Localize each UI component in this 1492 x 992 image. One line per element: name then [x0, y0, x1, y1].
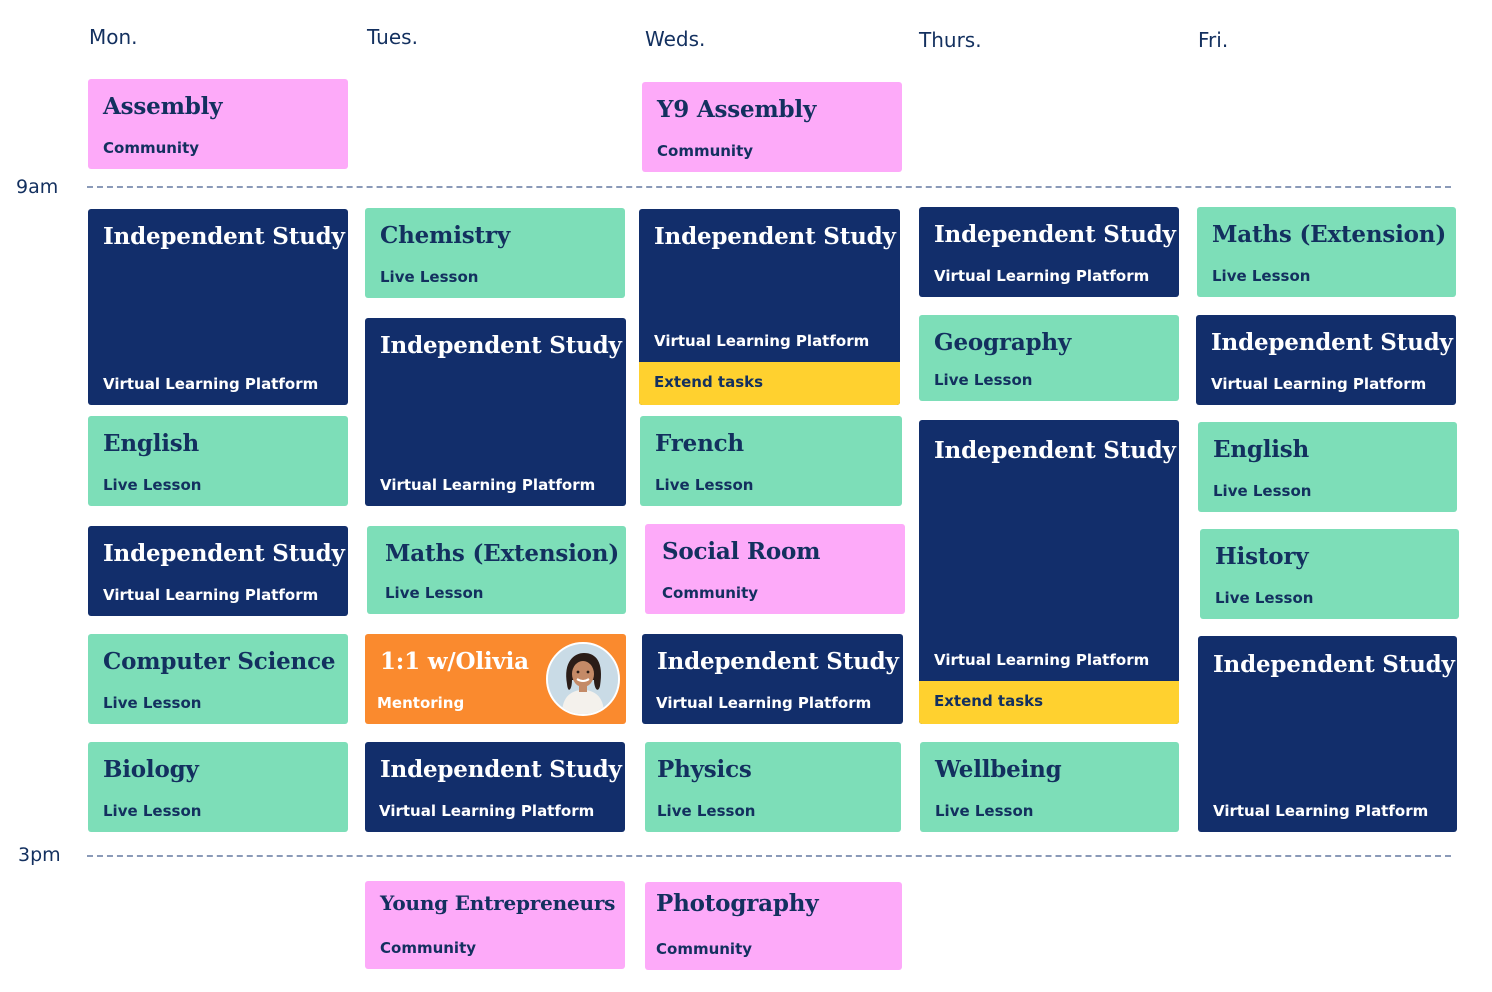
event-type: Virtual Learning Platform — [654, 332, 870, 350]
event-title: History — [1215, 543, 1309, 570]
event-type: Virtual Learning Platform — [656, 694, 872, 712]
event-card[interactable]: English Live Lesson — [88, 416, 348, 506]
event-title: Independent Study — [1211, 329, 1453, 356]
event-card[interactable]: Independent Study Virtual Learning Platf… — [88, 526, 348, 616]
day-header-mon: Mon. — [89, 25, 138, 49]
event-title: 1:1 w/Olivia — [380, 648, 529, 675]
event-title: Independent Study — [103, 223, 345, 250]
day-header-fri: Fri. — [1198, 28, 1229, 52]
event-card[interactable]: Chemistry Live Lesson — [365, 208, 625, 298]
event-title: Independent Study — [654, 223, 896, 250]
event-card[interactable]: Independent Study Virtual Learning Platf… — [1198, 636, 1457, 832]
event-title: Independent Study — [380, 756, 622, 783]
event-title: Computer Science — [103, 648, 336, 675]
event-type: Live Lesson — [385, 584, 484, 602]
event-card[interactable]: Social Room Community — [645, 524, 905, 614]
event-type: Live Lesson — [1213, 482, 1312, 500]
event-card[interactable]: Young Entrepreneurs Community — [365, 881, 625, 969]
event-title: Chemistry — [380, 222, 510, 249]
event-card[interactable]: Y9 Assembly Community — [642, 82, 902, 172]
event-title: Independent Study — [657, 648, 899, 675]
event-title: Independent Study — [1213, 651, 1455, 678]
event-title: Independent Study — [103, 540, 345, 567]
event-type: Community — [380, 939, 477, 957]
time-label-start: 9am — [16, 176, 59, 198]
event-title: Geography — [934, 329, 1072, 356]
day-header-thu: Thurs. — [919, 28, 982, 52]
extend-tasks-banner[interactable]: Extend tasks — [919, 681, 1179, 724]
event-card[interactable]: Independent Study Virtual Learning Platf… — [1196, 315, 1456, 405]
event-title: Young Entrepreneurs — [380, 891, 616, 915]
event-card[interactable]: Independent Study Virtual Learning Platf… — [365, 318, 626, 506]
event-card[interactable]: Independent Study Virtual Learning Platf… — [642, 634, 903, 724]
event-card[interactable]: Independent Study Virtual Learning Platf… — [919, 420, 1179, 724]
event-title: English — [1213, 436, 1310, 463]
time-divider-end — [87, 855, 1451, 857]
event-card[interactable]: Independent Study Virtual Learning Platf… — [88, 209, 348, 405]
event-card[interactable]: Assembly Community — [88, 79, 348, 169]
extend-tasks-label: Extend tasks — [934, 692, 1044, 710]
event-card[interactable]: Independent Study Virtual Learning Platf… — [919, 207, 1179, 297]
event-card[interactable]: Wellbeing Live Lesson — [920, 742, 1179, 832]
time-divider-start — [87, 186, 1451, 188]
event-title: Maths (Extension) — [1212, 221, 1447, 248]
event-title: Social Room — [662, 538, 821, 565]
event-type: Virtual Learning Platform — [1211, 375, 1427, 393]
event-card-mentoring[interactable]: 1:1 w/Olivia Mentoring — [365, 634, 626, 724]
event-type: Virtual Learning Platform — [934, 651, 1150, 669]
event-card[interactable]: Maths (Extension) Live Lesson — [1197, 207, 1456, 297]
event-title: French — [655, 430, 744, 457]
event-type: Virtual Learning Platform — [380, 476, 596, 494]
event-card[interactable]: Physics Live Lesson — [645, 742, 901, 832]
event-card[interactable]: Photography Community — [645, 882, 902, 970]
event-type: Live Lesson — [657, 802, 756, 820]
event-type: Live Lesson — [1215, 589, 1314, 607]
event-title: Y9 Assembly — [657, 96, 817, 123]
event-type: Mentoring — [377, 694, 465, 712]
event-type: Virtual Learning Platform — [103, 586, 319, 604]
event-title: English — [103, 430, 200, 457]
event-title: Maths (Extension) — [385, 540, 620, 567]
event-card[interactable]: Biology Live Lesson — [88, 742, 348, 832]
event-type: Live Lesson — [1212, 267, 1311, 285]
day-header-wed: Weds. — [645, 27, 706, 51]
event-card[interactable]: Geography Live Lesson — [919, 315, 1179, 401]
event-type: Virtual Learning Platform — [379, 802, 595, 820]
mentor-portrait-icon — [548, 644, 618, 714]
event-type: Live Lesson — [934, 371, 1033, 389]
event-title: Photography — [656, 890, 819, 917]
time-label-end: 3pm — [18, 844, 61, 866]
event-type: Virtual Learning Platform — [934, 267, 1150, 285]
event-card[interactable]: Independent Study Virtual Learning Platf… — [365, 742, 625, 832]
event-card[interactable]: English Live Lesson — [1198, 422, 1457, 512]
extend-tasks-banner[interactable]: Extend tasks — [639, 362, 900, 405]
event-title: Biology — [103, 756, 199, 783]
event-title: Assembly — [103, 93, 223, 120]
day-header-tue: Tues. — [367, 25, 418, 49]
event-type: Community — [103, 139, 200, 157]
event-title: Independent Study — [380, 332, 622, 359]
event-type: Virtual Learning Platform — [103, 375, 319, 393]
event-type: Live Lesson — [380, 268, 479, 286]
event-card[interactable]: Computer Science Live Lesson — [88, 634, 348, 724]
event-type: Live Lesson — [655, 476, 754, 494]
event-type: Community — [656, 940, 753, 958]
event-type: Community — [662, 584, 759, 602]
avatar — [546, 642, 620, 716]
event-card[interactable]: Independent Study Virtual Learning Platf… — [639, 209, 900, 405]
event-card[interactable]: French Live Lesson — [640, 416, 902, 506]
event-type: Live Lesson — [103, 802, 202, 820]
event-type: Live Lesson — [935, 802, 1034, 820]
extend-tasks-label: Extend tasks — [654, 373, 764, 391]
event-title: Independent Study — [934, 437, 1176, 464]
event-title: Independent Study — [934, 221, 1176, 248]
event-type: Community — [657, 142, 754, 160]
event-type: Live Lesson — [103, 694, 202, 712]
event-type: Virtual Learning Platform — [1213, 802, 1429, 820]
event-card[interactable]: Maths (Extension) Live Lesson — [367, 526, 626, 614]
event-title: Physics — [657, 756, 752, 783]
event-card[interactable]: History Live Lesson — [1200, 529, 1459, 619]
event-title: Wellbeing — [935, 756, 1062, 783]
event-type: Live Lesson — [103, 476, 202, 494]
